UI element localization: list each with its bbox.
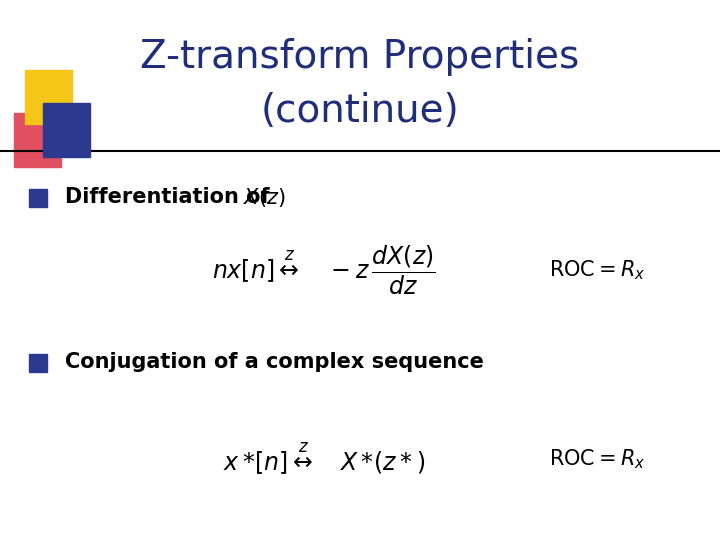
Bar (29, 189, 47, 207)
Text: $X(z)$: $X(z)$ (243, 186, 286, 208)
Text: (continue): (continue) (261, 92, 459, 130)
Text: Differentiation of: Differentiation of (65, 187, 276, 207)
Text: $nx\left[n\right] \overset{z}{\leftrightarrow} \quad -z\,\dfrac{dX(z)}{dz}$: $nx\left[n\right] \overset{z}{\leftright… (212, 244, 436, 296)
Text: $\mathrm{ROC} = R_x$: $\mathrm{ROC} = R_x$ (549, 258, 646, 282)
Text: $\mathrm{ROC} = R_x$: $\mathrm{ROC} = R_x$ (549, 447, 646, 471)
Text: Z-transform Properties: Z-transform Properties (140, 38, 580, 76)
Bar (43, 103, 90, 157)
Text: $x*\!\left[n\right] \overset{z}{\leftrightarrow} \quad X*\!\left(z*\right)$: $x*\!\left[n\right] \overset{z}{\leftrig… (223, 441, 425, 477)
Bar (25, 70, 72, 124)
Bar (29, 354, 47, 372)
Text: Conjugation of a complex sequence: Conjugation of a complex sequence (65, 352, 484, 372)
Bar (14, 113, 61, 167)
